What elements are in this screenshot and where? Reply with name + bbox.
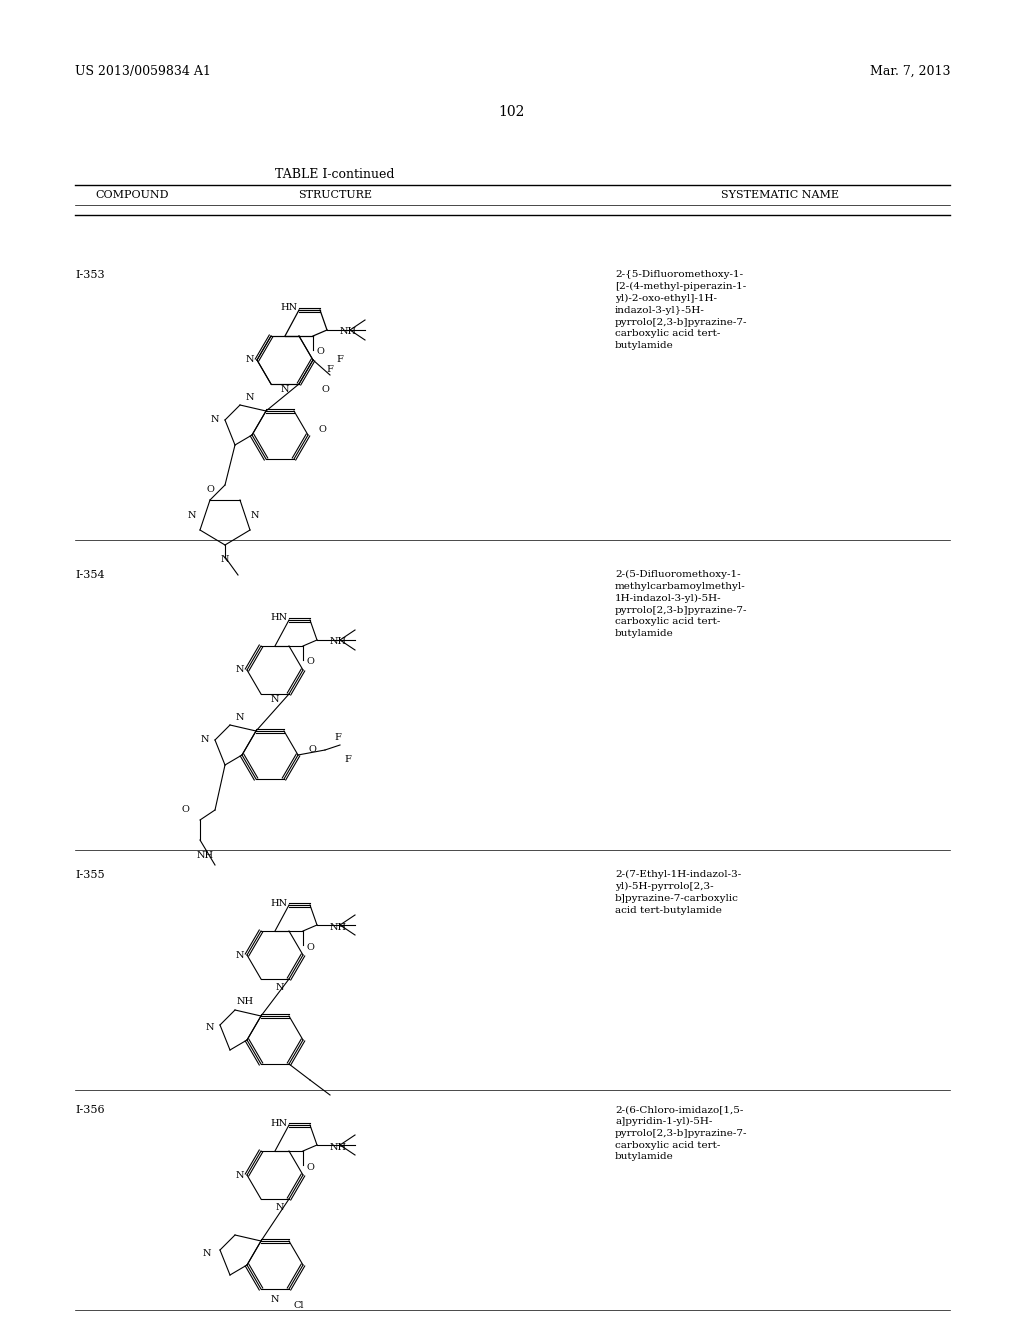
Text: N: N [203,1249,211,1258]
Text: NH: NH [340,327,357,337]
Text: I-355: I-355 [75,870,104,880]
Text: F: F [344,755,351,764]
Text: O: O [308,746,316,755]
Text: 2-(5-Difluoromethoxy-1-
methylcarbamoylmethyl-
1H-indazol-3-yl)-5H-
pyrrolo[2,3-: 2-(5-Difluoromethoxy-1- methylcarbamoylm… [615,570,748,639]
Text: N: N [236,1171,245,1180]
Text: N: N [187,511,197,520]
Text: Mar. 7, 2013: Mar. 7, 2013 [869,65,950,78]
Text: O: O [318,425,326,434]
Text: 2-(7-Ethyl-1H-indazol-3-
yl)-5H-pyrrolo[2,3-
b]pyrazine-7-carboxylic
acid tert-b: 2-(7-Ethyl-1H-indazol-3- yl)-5H-pyrrolo[… [615,870,741,915]
Text: N: N [236,713,245,722]
Text: I-354: I-354 [75,570,104,579]
Text: O: O [306,657,314,667]
Text: N: N [211,416,219,425]
Text: N: N [206,1023,214,1032]
Text: 2-(6-Chloro-imidazo[1,5-
a]pyridin-1-yl)-5H-
pyrrolo[2,3-b]pyrazine-7-
carboxyli: 2-(6-Chloro-imidazo[1,5- a]pyridin-1-yl)… [615,1105,748,1162]
Text: O: O [322,385,329,395]
Text: NH: NH [330,638,347,647]
Text: TABLE I-continued: TABLE I-continued [275,168,394,181]
Text: HN: HN [280,304,297,313]
Text: Cl: Cl [293,1300,303,1309]
Text: HN: HN [270,1118,287,1127]
Text: HN: HN [270,614,287,623]
Text: COMPOUND: COMPOUND [95,190,169,201]
Text: NH: NH [197,850,214,859]
Text: SYSTEMATIC NAME: SYSTEMATIC NAME [721,190,839,201]
Text: NH: NH [237,998,254,1006]
Text: N: N [281,385,289,395]
Text: N: N [270,696,280,705]
Text: O: O [306,1163,314,1172]
Text: STRUCTURE: STRUCTURE [298,190,372,201]
Text: F: F [337,355,343,364]
Text: 102: 102 [499,106,525,119]
Text: HN: HN [270,899,287,908]
Text: N: N [251,511,259,520]
Text: O: O [316,347,324,356]
Text: NH: NH [330,1143,347,1151]
Text: I-356: I-356 [75,1105,104,1115]
Text: N: N [221,556,229,565]
Text: O: O [306,942,314,952]
Text: N: N [246,355,254,364]
Text: F: F [327,366,334,375]
Text: N: N [246,392,254,401]
Text: NH: NH [330,923,347,932]
Text: O: O [206,486,214,495]
Text: O: O [181,805,189,814]
Text: N: N [201,735,209,744]
Text: N: N [275,1203,285,1212]
Text: N: N [236,665,245,675]
Text: 2-{5-Difluoromethoxy-1-
[2-(4-methyl-piperazin-1-
yl)-2-oxo-ethyl]-1H-
indazol-3: 2-{5-Difluoromethoxy-1- [2-(4-methyl-pip… [615,271,748,350]
Text: N: N [270,1295,280,1304]
Text: I-353: I-353 [75,271,104,280]
Text: F: F [335,733,341,742]
Text: US 2013/0059834 A1: US 2013/0059834 A1 [75,65,211,78]
Text: N: N [236,950,245,960]
Text: N: N [275,982,285,991]
